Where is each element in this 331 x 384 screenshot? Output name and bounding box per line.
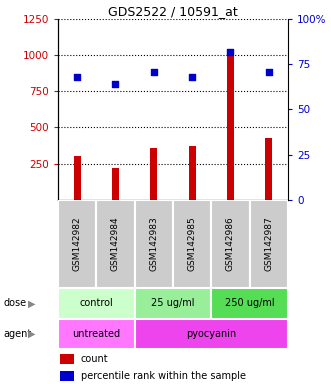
Text: ▶: ▶ xyxy=(28,329,35,339)
Text: control: control xyxy=(79,298,113,308)
Bar xyxy=(150,149,157,200)
Bar xyxy=(250,200,288,288)
Title: GDS2522 / 10591_at: GDS2522 / 10591_at xyxy=(108,5,238,18)
Bar xyxy=(58,288,135,319)
Bar xyxy=(265,137,272,200)
Bar xyxy=(227,55,234,200)
Text: GSM142986: GSM142986 xyxy=(226,217,235,271)
Text: GSM142982: GSM142982 xyxy=(72,217,82,271)
Point xyxy=(113,81,118,87)
Text: 25 ug/ml: 25 ug/ml xyxy=(151,298,195,308)
Point xyxy=(266,68,271,74)
Bar xyxy=(112,168,119,200)
Bar xyxy=(211,288,288,319)
Bar xyxy=(189,146,196,200)
Bar xyxy=(173,200,211,288)
Bar xyxy=(60,371,74,381)
Bar xyxy=(58,319,135,349)
Bar xyxy=(135,288,211,319)
Text: GSM142985: GSM142985 xyxy=(188,217,197,271)
Bar xyxy=(211,200,250,288)
Text: 250 ug/ml: 250 ug/ml xyxy=(225,298,274,308)
Text: GSM142987: GSM142987 xyxy=(264,217,273,271)
Text: percentile rank within the sample: percentile rank within the sample xyxy=(81,371,246,381)
Text: agent: agent xyxy=(3,329,31,339)
Text: dose: dose xyxy=(3,298,26,308)
Text: untreated: untreated xyxy=(72,329,120,339)
Bar xyxy=(73,156,80,200)
Bar xyxy=(135,200,173,288)
Bar xyxy=(58,200,96,288)
Point xyxy=(74,74,80,80)
Point xyxy=(189,74,195,80)
Bar xyxy=(135,319,288,349)
Bar xyxy=(96,200,135,288)
Point xyxy=(151,68,157,74)
Point xyxy=(228,49,233,55)
Bar xyxy=(60,354,74,364)
Text: pyocyanin: pyocyanin xyxy=(186,329,236,339)
Text: count: count xyxy=(81,354,109,364)
Text: ▶: ▶ xyxy=(28,298,35,308)
Text: GSM142984: GSM142984 xyxy=(111,217,120,271)
Text: GSM142983: GSM142983 xyxy=(149,217,158,271)
